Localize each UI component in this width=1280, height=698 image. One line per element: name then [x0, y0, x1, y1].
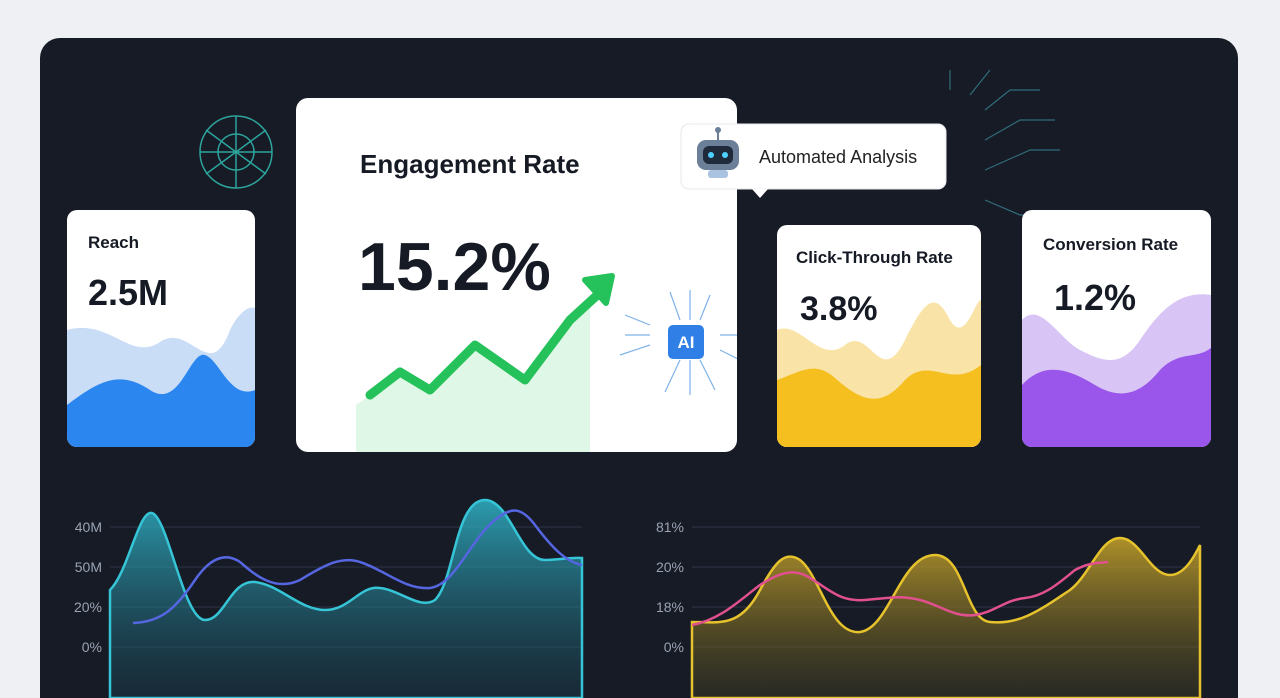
line-series [132, 509, 583, 625]
decoration [949, 69, 1060, 216]
badge-label: Automated Analysis [759, 147, 917, 167]
axis-label: 18% [656, 599, 684, 615]
decoration [1022, 294, 1211, 447]
decoration [619, 290, 737, 395]
decoration [619, 290, 737, 395]
card-value: 3.8% [800, 290, 878, 328]
axis-label: 0% [664, 639, 684, 655]
ai-chip: AI [678, 333, 695, 352]
decoration [777, 300, 981, 447]
decoration [777, 365, 981, 447]
decoration: AI [356, 273, 737, 452]
decoration [752, 189, 768, 198]
decoration [703, 146, 733, 164]
network-icon [199, 115, 273, 189]
area-series [108, 498, 584, 698]
axis-label: 20% [656, 559, 684, 575]
decoration [200, 116, 272, 188]
decoration [708, 170, 728, 178]
decoration [715, 127, 721, 133]
decoration [708, 152, 714, 158]
badge [680, 123, 947, 190]
decoration [356, 302, 590, 452]
decoration [582, 273, 615, 306]
axis-label: 50M [75, 559, 102, 575]
axis-label: 81% [656, 519, 684, 535]
card-title: Click-Through Rate [796, 248, 953, 267]
decoration [67, 354, 255, 447]
circuit-lines [949, 69, 1060, 216]
decoration [722, 152, 728, 158]
decoration [1022, 348, 1211, 447]
axis-label: 0% [82, 639, 102, 655]
card-title: Conversion Rate [1043, 235, 1178, 254]
card-value: 15.2% [358, 229, 551, 305]
decoration [365, 283, 610, 400]
card-value: 1.2% [1054, 277, 1136, 318]
line-series [691, 560, 1109, 627]
decoration [67, 307, 255, 447]
area-series [690, 536, 1202, 698]
axis-label: 40M [75, 519, 102, 535]
decoration: 40M 50M 20% 0% 81% 20% 18% 0% [74, 519, 684, 655]
card-title: Engagement Rate [360, 149, 580, 179]
card-value: 2.5M [88, 272, 168, 313]
axis-label: 20% [74, 599, 102, 615]
card-title: Reach [88, 233, 139, 252]
decoration [668, 325, 704, 359]
card [296, 98, 737, 452]
